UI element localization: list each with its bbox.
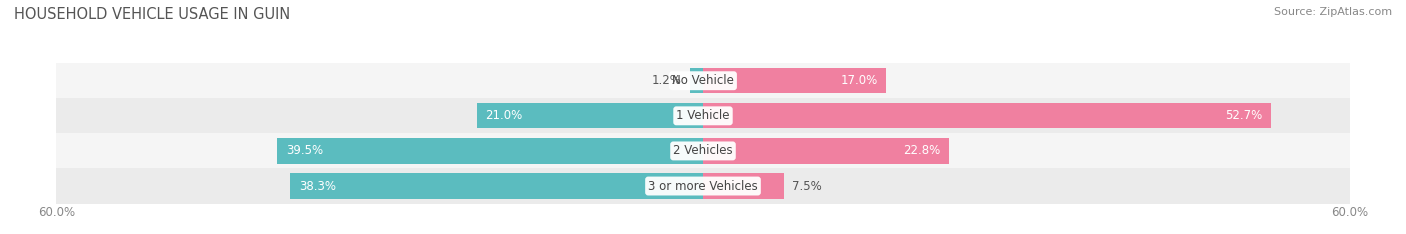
Text: 38.3%: 38.3%	[299, 179, 336, 193]
Text: 22.8%: 22.8%	[903, 144, 941, 157]
Text: No Vehicle: No Vehicle	[672, 74, 734, 87]
Bar	[56, 168, 1350, 204]
Bar	[690, 68, 703, 93]
Bar	[703, 68, 886, 93]
Text: 52.7%: 52.7%	[1225, 109, 1263, 122]
Bar	[56, 63, 1350, 98]
Bar	[277, 138, 703, 164]
Text: 3 or more Vehicles: 3 or more Vehicles	[648, 179, 758, 193]
Text: 1.2%: 1.2%	[651, 74, 682, 87]
Bar	[290, 173, 703, 199]
Bar	[703, 138, 949, 164]
Text: 21.0%: 21.0%	[485, 109, 523, 122]
Bar	[56, 133, 1350, 168]
Text: Source: ZipAtlas.com: Source: ZipAtlas.com	[1274, 7, 1392, 17]
Text: 2 Vehicles: 2 Vehicles	[673, 144, 733, 157]
Text: 39.5%: 39.5%	[285, 144, 323, 157]
Text: 17.0%: 17.0%	[841, 74, 877, 87]
Text: 1 Vehicle: 1 Vehicle	[676, 109, 730, 122]
Bar	[477, 103, 703, 128]
Bar	[703, 103, 1271, 128]
Bar	[56, 98, 1350, 133]
Text: HOUSEHOLD VEHICLE USAGE IN GUIN: HOUSEHOLD VEHICLE USAGE IN GUIN	[14, 7, 290, 22]
Text: 7.5%: 7.5%	[793, 179, 823, 193]
Bar	[703, 173, 785, 199]
